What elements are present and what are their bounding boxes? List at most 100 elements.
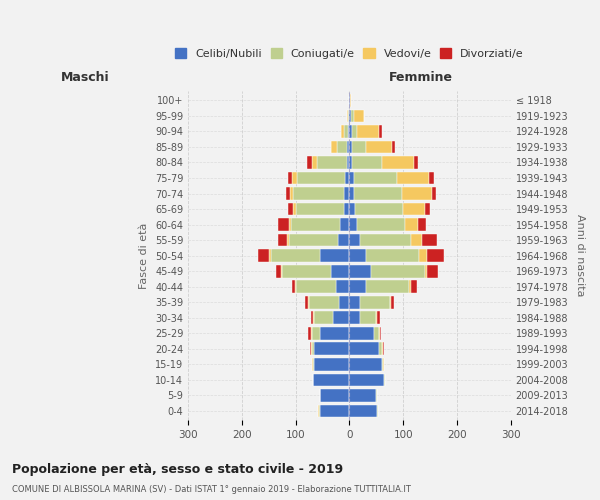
- Bar: [293, 187, 344, 200]
- Bar: [341, 125, 344, 138]
- Bar: [349, 187, 354, 200]
- Bar: [403, 202, 425, 215]
- Bar: [281, 265, 282, 278]
- Bar: [365, 280, 409, 293]
- Bar: [333, 312, 349, 324]
- Bar: [269, 250, 271, 262]
- Bar: [355, 202, 403, 215]
- Bar: [354, 110, 364, 122]
- Bar: [349, 358, 382, 370]
- Bar: [349, 234, 360, 246]
- Bar: [313, 374, 349, 386]
- Bar: [349, 404, 377, 417]
- Bar: [289, 234, 338, 246]
- Bar: [349, 110, 351, 122]
- Bar: [317, 156, 347, 169]
- Bar: [349, 156, 352, 169]
- Bar: [365, 250, 419, 262]
- Bar: [349, 172, 354, 184]
- Bar: [348, 110, 349, 122]
- Bar: [419, 250, 427, 262]
- Bar: [349, 296, 360, 308]
- Bar: [347, 110, 348, 122]
- Bar: [271, 250, 320, 262]
- Bar: [360, 296, 390, 308]
- Bar: [311, 312, 313, 324]
- Text: Femmine: Femmine: [388, 72, 452, 85]
- Bar: [425, 265, 427, 278]
- Bar: [313, 358, 314, 370]
- Bar: [418, 218, 427, 231]
- Bar: [290, 187, 293, 200]
- Bar: [314, 312, 333, 324]
- Bar: [338, 296, 349, 308]
- Bar: [344, 187, 349, 200]
- Bar: [312, 342, 314, 355]
- Bar: [405, 218, 418, 231]
- Bar: [308, 296, 309, 308]
- Bar: [383, 342, 384, 355]
- Bar: [391, 296, 394, 308]
- Bar: [371, 265, 425, 278]
- Bar: [295, 280, 296, 293]
- Bar: [358, 218, 405, 231]
- Bar: [313, 312, 314, 324]
- Bar: [379, 125, 382, 138]
- Bar: [382, 156, 414, 169]
- Bar: [348, 125, 349, 138]
- Bar: [358, 125, 379, 138]
- Bar: [337, 140, 347, 153]
- Bar: [350, 94, 351, 106]
- Bar: [320, 327, 349, 340]
- Bar: [320, 404, 349, 417]
- Bar: [354, 172, 397, 184]
- Bar: [349, 327, 374, 340]
- Bar: [397, 172, 429, 184]
- Bar: [349, 389, 376, 402]
- Bar: [320, 389, 349, 402]
- Bar: [414, 156, 418, 169]
- Bar: [374, 327, 379, 340]
- Bar: [354, 187, 402, 200]
- Bar: [377, 404, 379, 417]
- Bar: [347, 140, 349, 153]
- Bar: [314, 358, 349, 370]
- Bar: [409, 280, 411, 293]
- Bar: [287, 202, 293, 215]
- Bar: [282, 265, 331, 278]
- Bar: [317, 404, 319, 417]
- Bar: [352, 156, 382, 169]
- Bar: [310, 342, 311, 355]
- Bar: [308, 327, 311, 340]
- Bar: [431, 187, 436, 200]
- Bar: [297, 172, 345, 184]
- Bar: [292, 280, 295, 293]
- Bar: [349, 265, 371, 278]
- Y-axis label: Fasce di età: Fasce di età: [139, 222, 149, 289]
- Bar: [411, 280, 416, 293]
- Bar: [376, 389, 377, 402]
- Bar: [349, 218, 358, 231]
- Bar: [289, 218, 292, 231]
- Bar: [376, 312, 377, 324]
- Bar: [422, 234, 437, 246]
- Bar: [349, 374, 385, 386]
- Legend: Celibi/Nubili, Coniugati/e, Vedovi/e, Divorziati/e: Celibi/Nubili, Coniugati/e, Vedovi/e, Di…: [170, 44, 528, 64]
- Bar: [349, 202, 355, 215]
- Bar: [311, 327, 312, 340]
- Bar: [312, 156, 317, 169]
- Bar: [293, 202, 296, 215]
- Bar: [305, 296, 308, 308]
- Bar: [349, 125, 352, 138]
- Bar: [288, 172, 292, 184]
- Bar: [411, 234, 422, 246]
- Bar: [296, 202, 344, 215]
- Bar: [320, 250, 349, 262]
- Bar: [331, 265, 349, 278]
- Bar: [352, 125, 358, 138]
- Bar: [349, 280, 365, 293]
- Bar: [340, 218, 349, 231]
- Bar: [331, 140, 337, 153]
- Bar: [380, 327, 381, 340]
- Bar: [344, 202, 349, 215]
